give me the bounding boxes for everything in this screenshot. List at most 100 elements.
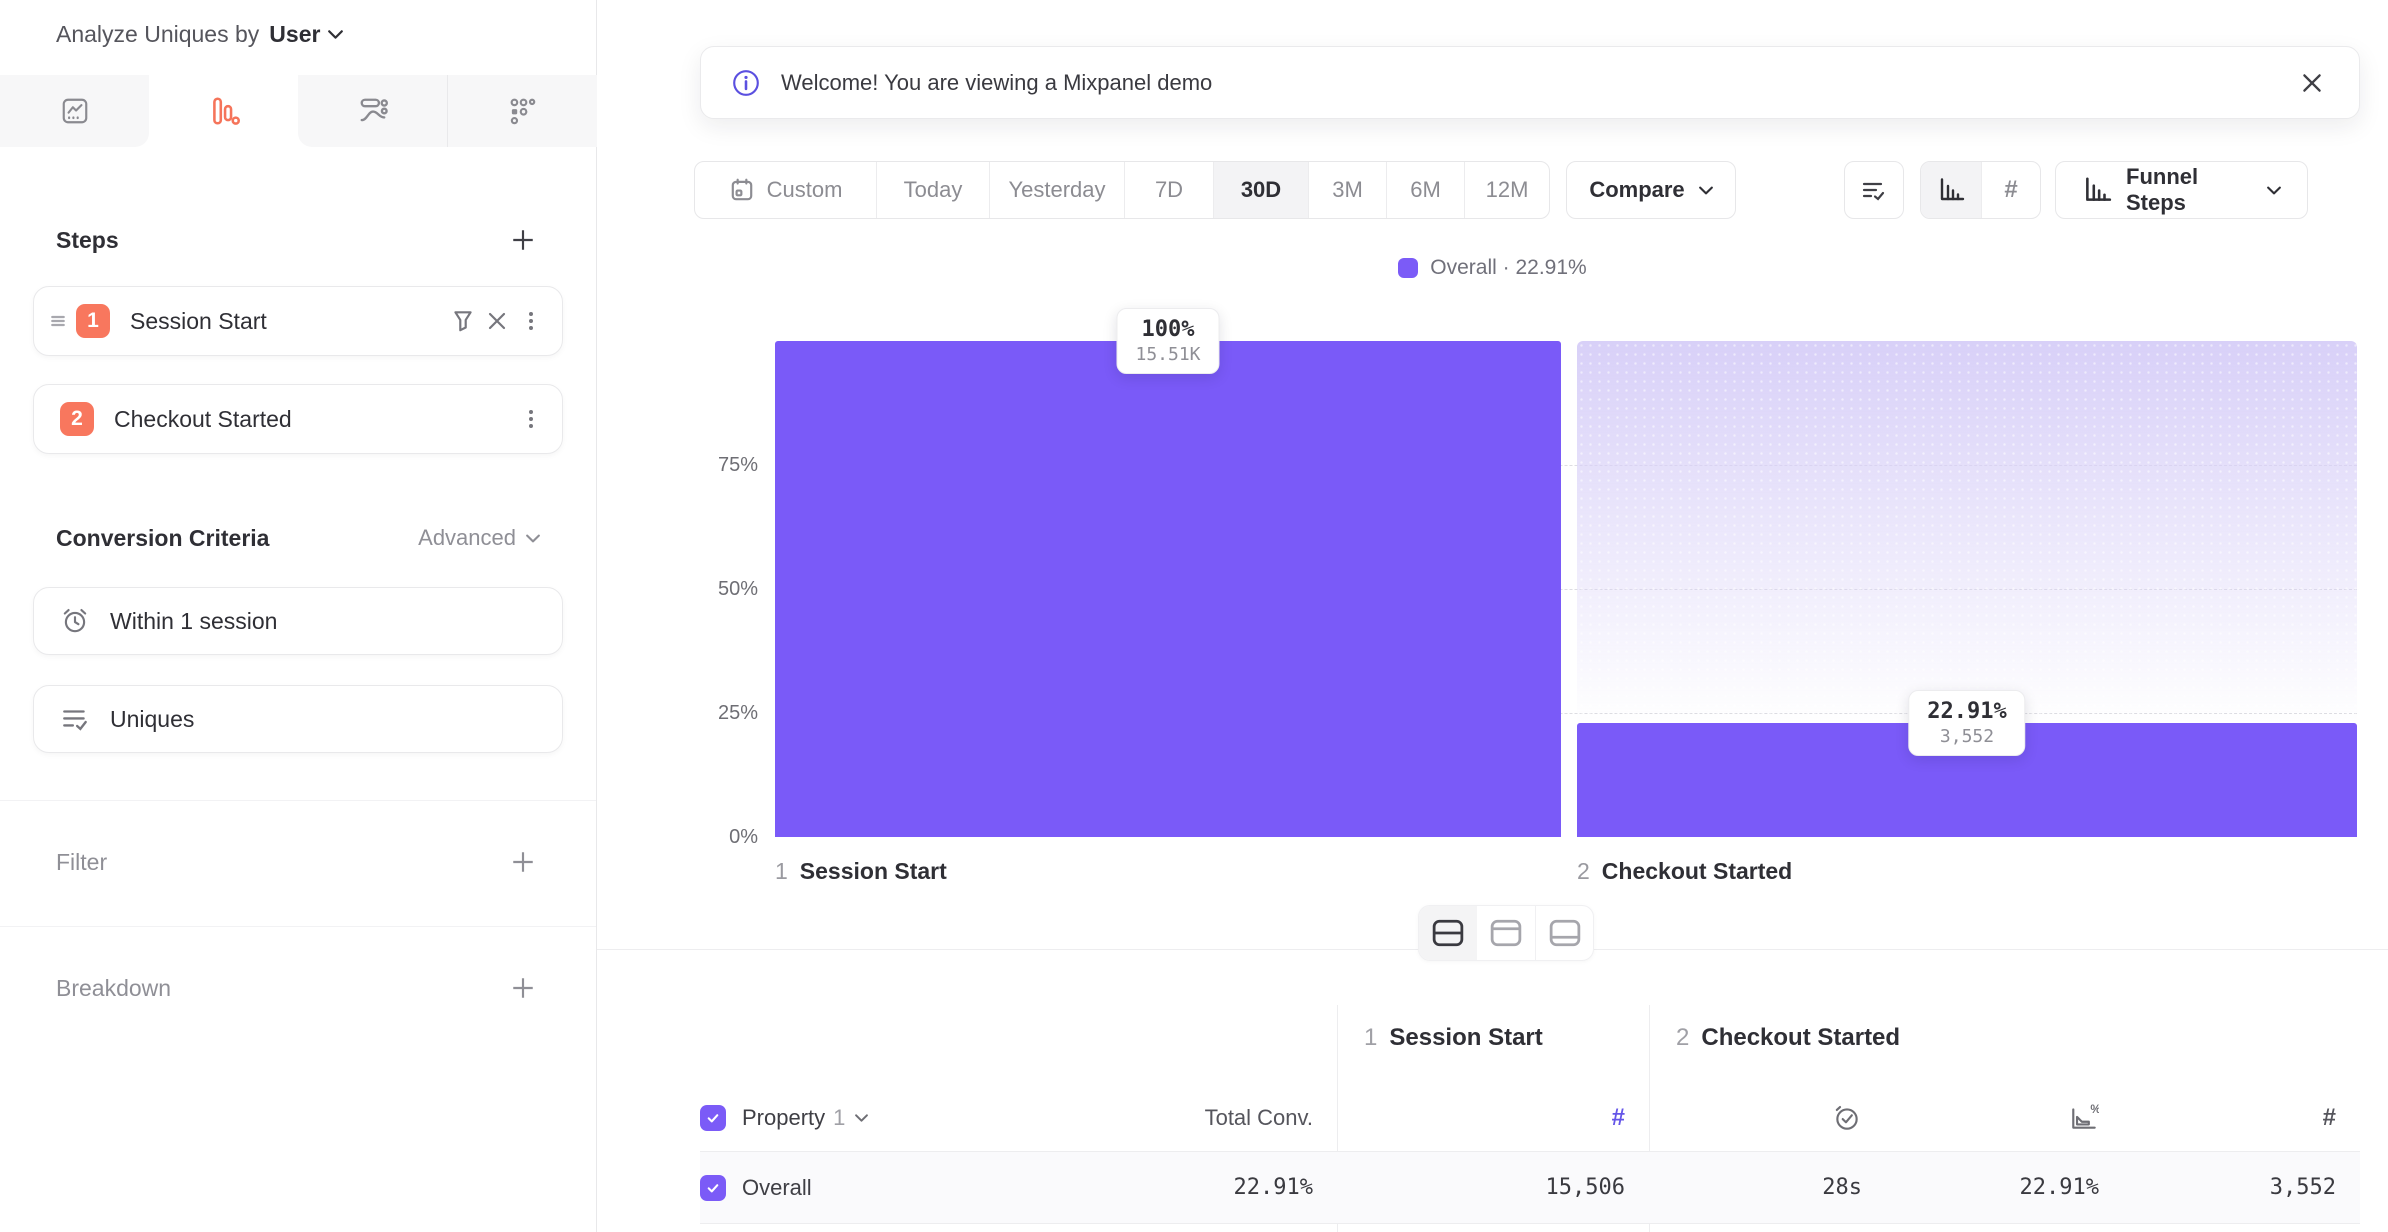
funnel-step-column-1[interactable]: 100% 15.51K (775, 308, 1561, 837)
list-check-icon (1862, 182, 1885, 201)
row-checkbox[interactable] (700, 1174, 726, 1201)
step-number: 2 (1676, 1024, 1690, 1051)
step-more-menu[interactable] (514, 402, 548, 436)
plus-icon (513, 978, 533, 998)
property-index: 1 (833, 1104, 846, 1130)
bar-chart-icon (1940, 178, 1965, 201)
date-range-today[interactable]: Today (876, 162, 989, 218)
date-range-30d-selected[interactable]: 30D (1213, 162, 1308, 218)
breakdown-label: Breakdown (56, 974, 172, 1001)
add-filter-button[interactable] (506, 845, 540, 879)
x-axis-step-label-2: 2 Checkout Started (1577, 858, 1792, 885)
property-header-cell[interactable]: Property 1 (700, 1085, 869, 1150)
date-range-label: Today (903, 177, 963, 202)
funnel-step-column-2[interactable]: 22.91% 3,552 (1577, 341, 2357, 837)
tab-funnels[interactable] (149, 75, 298, 147)
conversion-rate-icon: % (2072, 1103, 2099, 1129)
date-range-3m[interactable]: 3M (1308, 162, 1386, 218)
conversion-window-card[interactable]: Within 1 session (33, 587, 563, 655)
x-axis-step-label-1: 1 Session Start (775, 858, 947, 885)
funnel-bar[interactable] (775, 341, 1561, 837)
step-event-name[interactable]: Session Start (130, 307, 267, 334)
retention-icon (510, 98, 535, 125)
step-remove-button[interactable] (480, 304, 514, 338)
bottom-panel-icon (1549, 919, 1580, 947)
date-range-6m[interactable]: 6M (1386, 162, 1464, 218)
date-range-label: Yesterday (1008, 177, 1106, 202)
step1-count-value: 15,506 (1545, 1175, 1625, 1200)
step2-count-header-cell[interactable]: # (2323, 1085, 2336, 1150)
step-event-name[interactable]: Checkout Started (114, 405, 292, 432)
chart-view-option[interactable] (1921, 162, 1981, 218)
tab-retention[interactable] (447, 75, 597, 147)
split-view-button[interactable] (1419, 906, 1477, 960)
compare-button[interactable]: Compare (1566, 161, 1736, 219)
breakdown-section: Breakdown (56, 966, 540, 1010)
step2-conv-rate-header-cell[interactable]: % (2069, 1085, 2099, 1150)
date-range-12m[interactable]: 12M (1464, 162, 1549, 218)
analyze-label: Analyze Uniques by (56, 20, 260, 47)
kebab-icon (529, 410, 533, 428)
total-conv-value: 22.91% (1233, 1175, 1313, 1200)
total-conv-header-cell[interactable]: Total Conv. (1205, 1085, 1313, 1150)
filter-icon (454, 311, 472, 332)
chart-only-view-button[interactable] (1477, 906, 1535, 960)
banner-message: Welcome! You are viewing a Mixpanel demo (781, 69, 1213, 95)
table-column-divider (1337, 1005, 1338, 1232)
measurement-dropdown[interactable]: Funnel Steps (2055, 161, 2308, 219)
step-more-menu[interactable] (514, 304, 548, 338)
step2-avg-time-header-cell[interactable] (1832, 1085, 1862, 1150)
alarm-clock-icon (63, 609, 87, 633)
analyze-by-dropdown[interactable]: User (269, 20, 344, 48)
step1-count-header-cell[interactable]: # (1612, 1085, 1625, 1150)
counting-method-card[interactable]: Uniques (33, 685, 563, 753)
demo-welcome-banner: Welcome! You are viewing a Mixpanel demo (700, 46, 2360, 119)
counting-method-toggle-button[interactable] (1844, 161, 1904, 219)
split-view-icon (1432, 919, 1464, 947)
table-row-overall[interactable]: Overall 22.91% 15,506 28s 22.91% 3,552 (700, 1151, 2360, 1224)
tooltip-count: 3,552 (1939, 726, 1995, 748)
plus-icon (513, 230, 533, 250)
select-all-checkbox[interactable] (700, 1104, 726, 1131)
svg-text:%: % (2090, 1103, 2099, 1116)
number-view-option[interactable]: # (1981, 162, 2040, 218)
funnel-tooltip: 100% 15.51K (1116, 308, 1220, 374)
legend-label: Overall · 22.91% (1430, 256, 1587, 279)
row-name-cell: Overall (700, 1152, 812, 1223)
step-number: 2 (1577, 858, 1590, 884)
table-only-view-button[interactable] (1535, 906, 1593, 960)
date-range-yesterday[interactable]: Yesterday (989, 162, 1124, 218)
tab-flows[interactable] (298, 75, 447, 147)
chart-legend[interactable]: Overall · 22.91% (597, 256, 2388, 280)
step-card-2[interactable]: 2 Checkout Started (33, 384, 563, 454)
step2-count-value: 3,552 (2269, 1175, 2336, 1200)
plus-icon (513, 852, 533, 872)
step-filter-button[interactable] (446, 304, 480, 338)
date-range-7d[interactable]: 7D (1124, 162, 1213, 218)
close-icon (488, 312, 506, 330)
y-axis-tick: 0% (729, 826, 758, 848)
date-range-label: 3M (1332, 177, 1363, 202)
info-icon (733, 69, 759, 96)
step2-count-cell: 3,552 (2270, 1152, 2336, 1223)
gridline-50 (775, 589, 2357, 590)
y-axis-tick: 25% (717, 702, 758, 724)
advanced-dropdown[interactable]: Advanced (418, 525, 540, 551)
panel-layout-toggle (1418, 905, 1594, 961)
tab-insights[interactable] (0, 75, 149, 147)
funnel-tooltip: 22.91% 3,552 (1908, 690, 2026, 757)
step-card-1[interactable]: 1 Session Start (33, 286, 563, 356)
banner-close-button[interactable] (2295, 66, 2329, 100)
step1-count-cell: 15,506 (1546, 1152, 1625, 1223)
add-step-button[interactable] (506, 223, 540, 257)
step-number-badge: 2 (60, 402, 94, 436)
add-breakdown-button[interactable] (506, 971, 540, 1005)
funnel-lost-region[interactable] (1577, 341, 2357, 724)
analyze-by-value: User (269, 20, 321, 47)
date-range-label: 7D (1154, 177, 1184, 202)
calendar-icon (731, 178, 752, 201)
date-range-custom[interactable]: Custom (695, 162, 876, 218)
step-number: 1 (1364, 1024, 1378, 1051)
tooltip-conversion-pct: 100% (1141, 317, 1195, 342)
drag-handle-icon[interactable] (50, 313, 66, 329)
